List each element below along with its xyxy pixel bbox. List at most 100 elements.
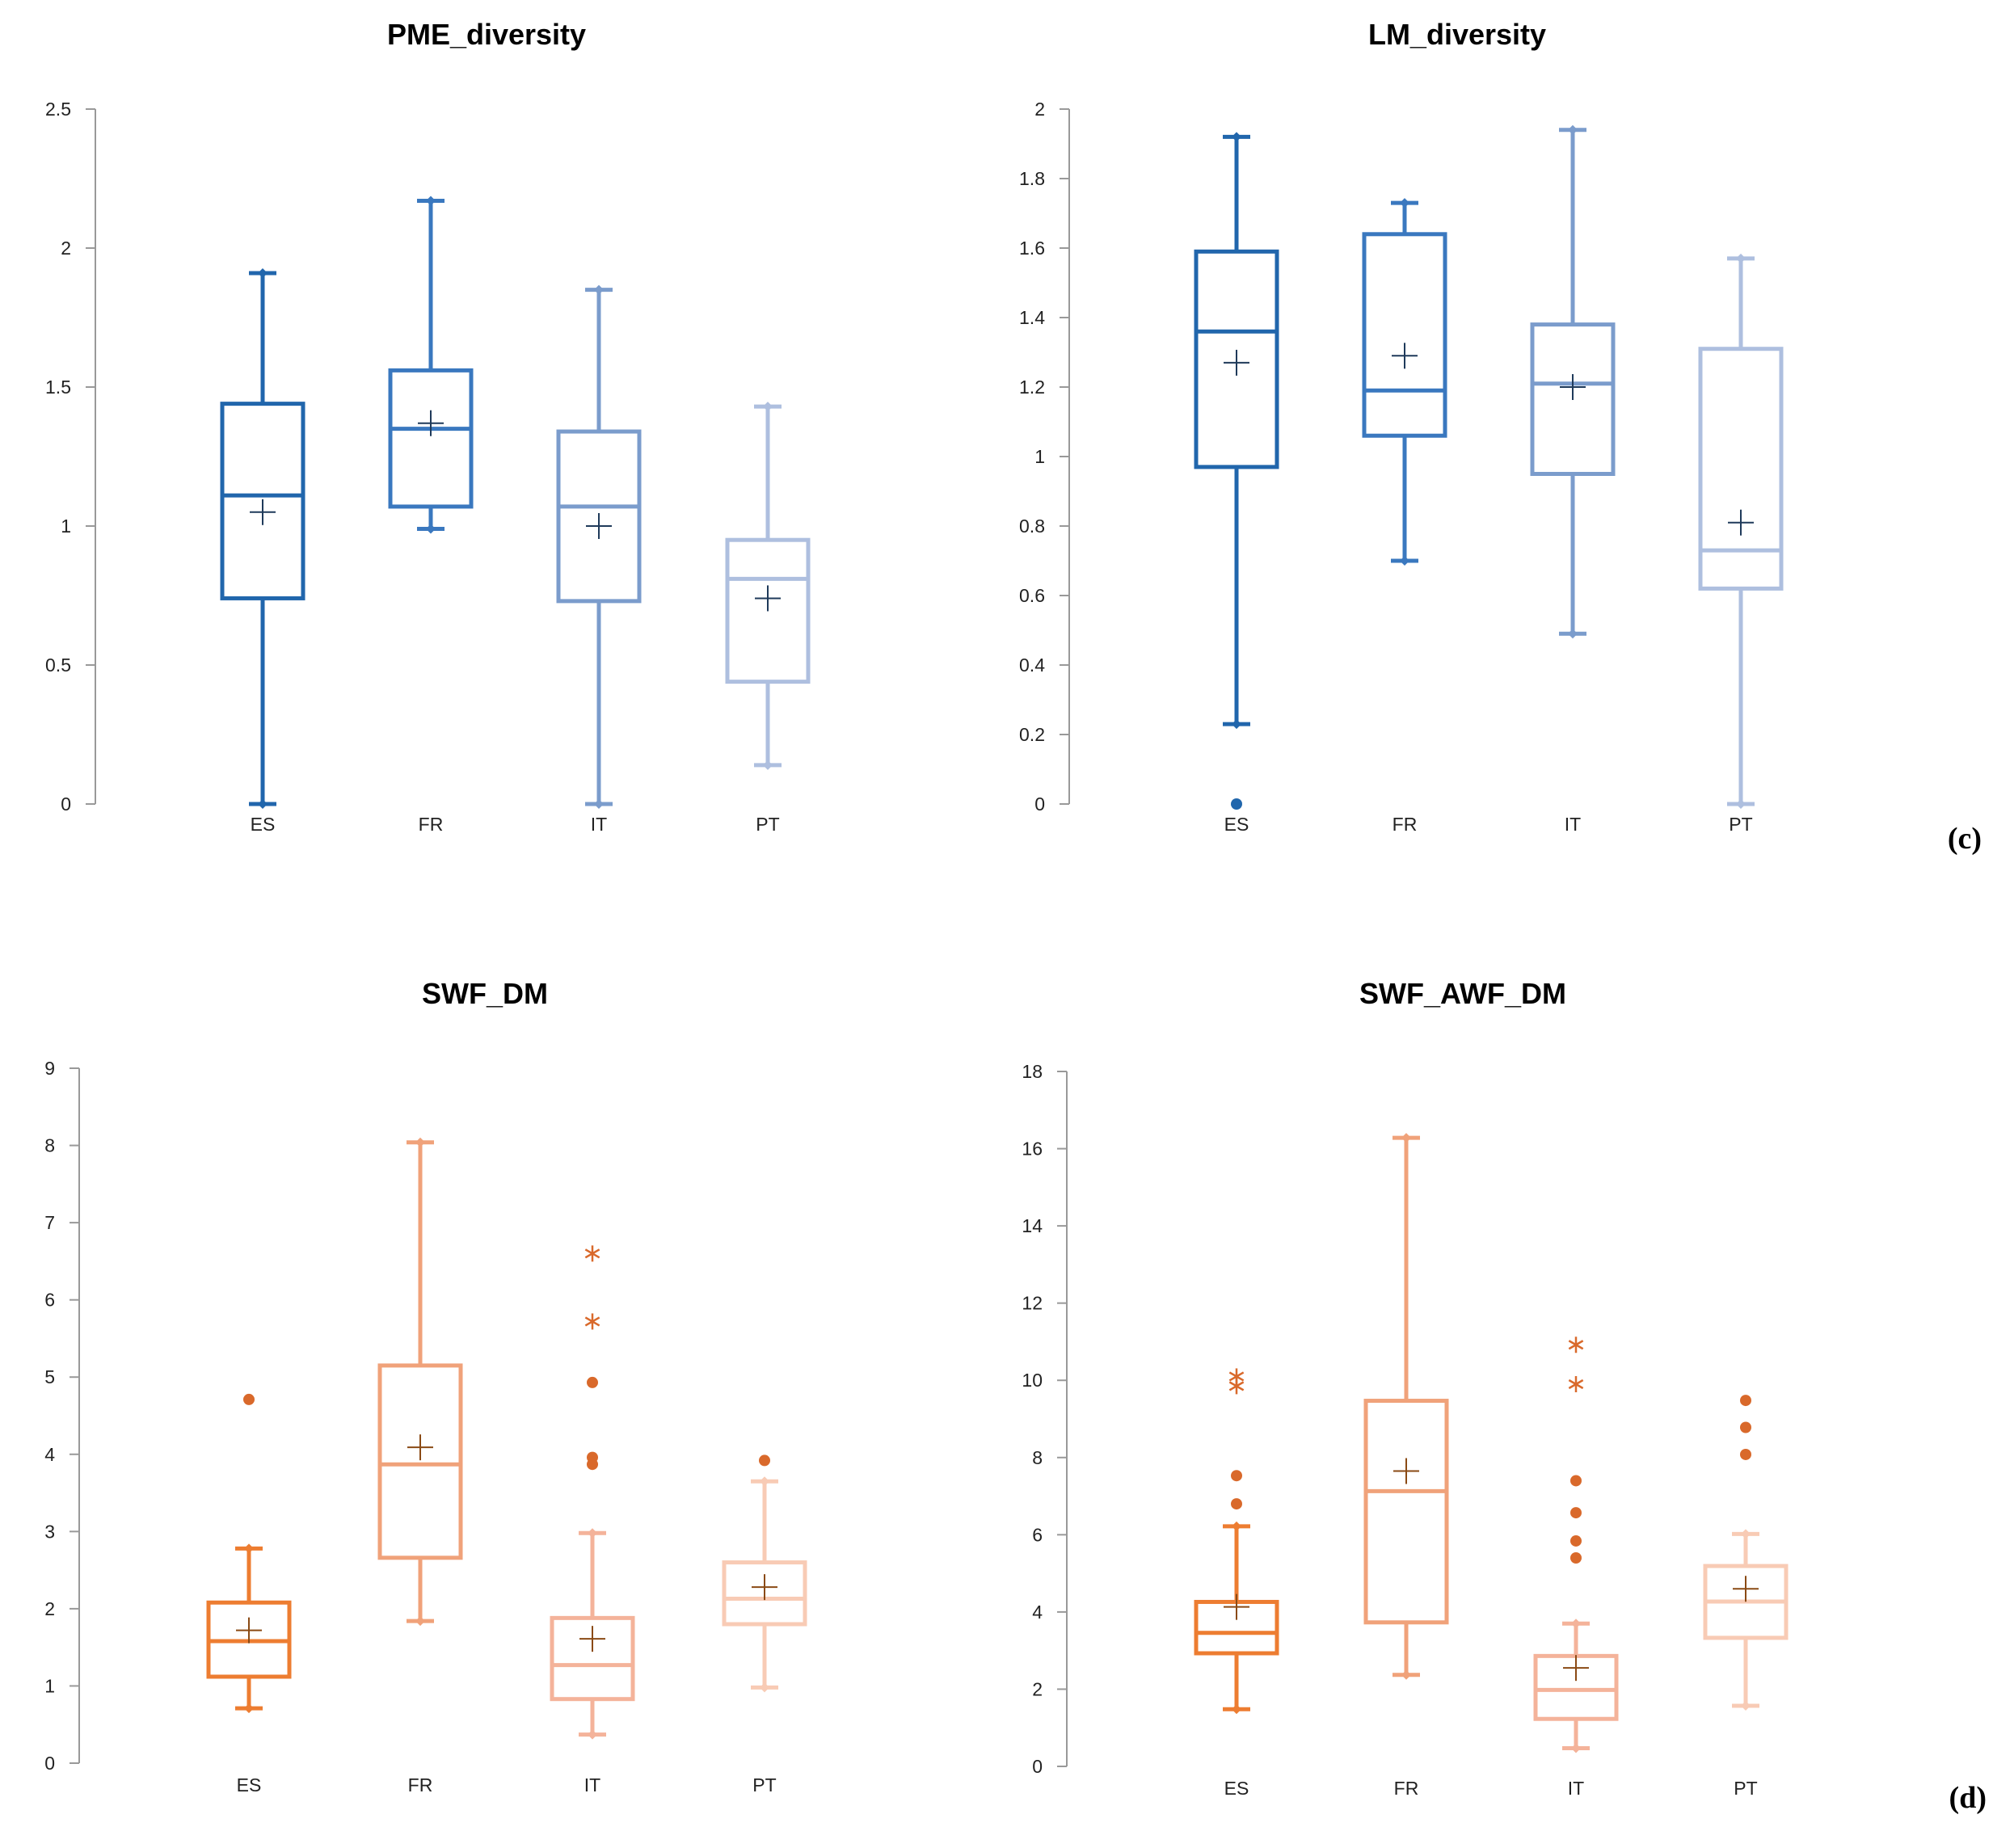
- panel-label-c: (c): [1948, 822, 1982, 856]
- min-marker: [763, 760, 773, 770]
- extreme-point: [584, 1313, 600, 1330]
- x-tick-label: ES: [1224, 814, 1249, 835]
- chart-pme-diversity: PME_diversity 0 0.5 1 1.5 2 2.5 ES FR IT PT: [45, 18, 811, 835]
- max-marker: [588, 1528, 597, 1539]
- x-tick-label: ES: [237, 1774, 262, 1795]
- y-tick-label: 14: [1022, 1215, 1043, 1236]
- chart-title: LM_diversity: [1368, 18, 1546, 51]
- max-marker: [426, 196, 436, 206]
- y-tick-label: 0.2: [1019, 724, 1045, 745]
- x-tick-label: FR: [1393, 814, 1418, 835]
- y-tick-label: 7: [44, 1212, 55, 1233]
- min-marker: [415, 1616, 425, 1627]
- extreme-point-stroke: [584, 1248, 600, 1259]
- x-tick-label: IT: [1565, 814, 1581, 835]
- max-marker: [594, 284, 604, 295]
- min-marker: [1571, 1743, 1581, 1753]
- y-tick-label: 2: [61, 238, 71, 259]
- y-tick-label: 2: [1034, 99, 1045, 120]
- x-tick-label: PT: [752, 1774, 776, 1795]
- outlier-point: [1570, 1552, 1582, 1564]
- outlier-point: [1231, 1470, 1242, 1482]
- y-tick-label: 0.8: [1019, 516, 1045, 537]
- box-es: [206, 1393, 292, 1714]
- max-marker: [1736, 253, 1746, 263]
- x-tick-label: IT: [584, 1774, 600, 1795]
- outlier-point: [1740, 1448, 1751, 1460]
- x-tick-label: PT: [756, 814, 779, 835]
- x-tick-label: FR: [408, 1774, 433, 1795]
- outlier-point: [759, 1454, 770, 1467]
- outlier-point: [1570, 1475, 1582, 1487]
- outlier-point: [1231, 1498, 1242, 1510]
- y-tick-label: 0: [1032, 1756, 1043, 1777]
- box-it: [1533, 1337, 1619, 1753]
- x-tick-label: ES: [1224, 1778, 1249, 1799]
- box-iqr: [388, 368, 474, 509]
- chart-swf-dm: SWF_DM 0 1 2 3 4 5 6 7 8 9 ES FR IT PT: [44, 977, 807, 1795]
- extreme-point-stroke: [1568, 1379, 1584, 1390]
- y-tick-label: 8: [44, 1135, 55, 1156]
- outlier-point: [1570, 1507, 1582, 1519]
- outlier-point: [587, 1451, 598, 1463]
- max-marker: [1232, 132, 1241, 142]
- box-iqr: [1363, 1399, 1449, 1625]
- max-marker: [244, 1543, 254, 1554]
- y-tick-label: 0: [61, 794, 71, 815]
- max-marker: [1400, 198, 1409, 208]
- outlier-point: [1740, 1421, 1751, 1433]
- min-marker: [1741, 1700, 1751, 1711]
- max-marker: [1232, 1521, 1241, 1531]
- y-tick-label: 0: [44, 1753, 55, 1774]
- x-tick-label: PT: [1729, 814, 1752, 835]
- min-marker: [244, 1703, 254, 1714]
- max-marker: [415, 1137, 425, 1147]
- chart-title: SWF_DM: [422, 977, 548, 1010]
- x-tick-label: FR: [419, 814, 444, 835]
- chart-swf-awf-dm: SWF_AWF_DM 0 2 4 6 8 10 12 14 16 18 ES FR IT PT: [1022, 977, 1789, 1799]
- chart-title: PME_diversity: [387, 18, 586, 51]
- y-tick-label: 1: [61, 516, 71, 537]
- box-fr: [377, 1137, 463, 1627]
- max-marker: [1568, 124, 1578, 135]
- extreme-point: [1568, 1337, 1584, 1353]
- y-tick-label: 3: [44, 1521, 55, 1542]
- box-iqr: [377, 1363, 463, 1560]
- panel-label-d: (d): [1949, 1781, 1987, 1815]
- extreme-point-stroke: [1568, 1340, 1584, 1350]
- extreme-point-stroke: [584, 1316, 600, 1327]
- y-tick-label: 5: [44, 1366, 55, 1387]
- box-pt: [1698, 253, 1784, 809]
- extreme-point: [584, 1245, 600, 1262]
- y-tick-label: 10: [1022, 1370, 1043, 1391]
- box-iqr: [550, 1615, 635, 1702]
- y-tick-label: 0.6: [1019, 585, 1045, 606]
- y-tick-label: 8: [1032, 1447, 1043, 1468]
- y-tick-label: 1.4: [1019, 307, 1045, 328]
- box-fr: [388, 196, 474, 534]
- box-it: [550, 1245, 635, 1740]
- y-tick-label: 6: [1032, 1524, 1043, 1545]
- y-tick-label: 0.5: [45, 655, 71, 676]
- max-marker: [1741, 1529, 1751, 1539]
- box-pt: [722, 1454, 807, 1693]
- max-marker: [258, 267, 268, 278]
- min-marker: [588, 1729, 597, 1740]
- x-tick-label: IT: [591, 814, 607, 835]
- extreme-point: [1568, 1376, 1584, 1392]
- y-tick-label: 1.2: [1019, 377, 1045, 398]
- y-tick-label: 18: [1022, 1061, 1043, 1082]
- box-fr: [1363, 1133, 1449, 1680]
- min-marker: [426, 524, 436, 534]
- box-es: [1194, 1368, 1279, 1715]
- max-marker: [760, 1476, 769, 1487]
- y-tick-label: 0.4: [1019, 655, 1045, 676]
- x-tick-label: IT: [1568, 1778, 1584, 1799]
- min-marker: [594, 799, 604, 809]
- min-marker: [258, 799, 268, 809]
- box-it: [556, 284, 642, 809]
- box-es: [220, 267, 305, 809]
- y-tick-label: 2: [44, 1598, 55, 1619]
- max-marker: [1401, 1133, 1411, 1143]
